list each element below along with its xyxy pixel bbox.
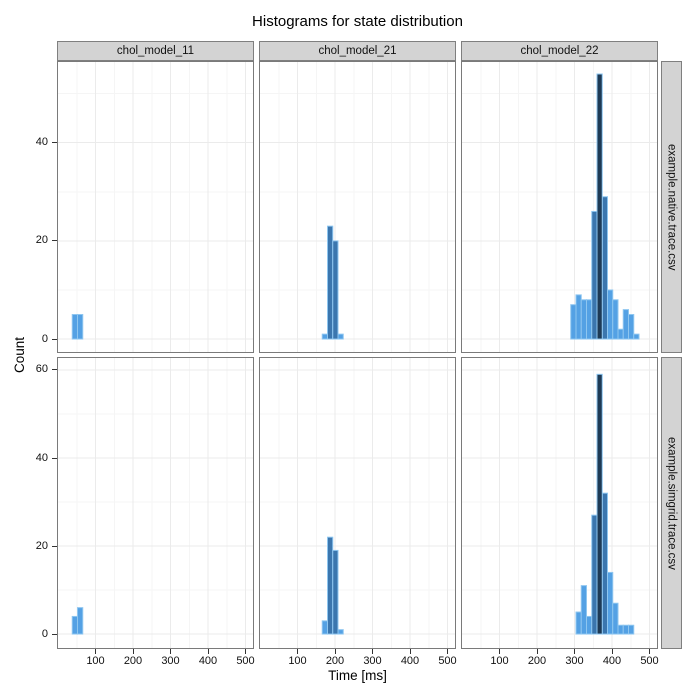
x-tick-mark bbox=[447, 649, 448, 654]
facet-strip-col-2-label: chol_model_21 bbox=[318, 45, 397, 57]
histogram-bar bbox=[596, 373, 603, 635]
histogram-bar bbox=[622, 624, 629, 635]
facet-strip-row-1: example.native.trace.csv bbox=[661, 61, 682, 353]
y-tick-mark bbox=[52, 142, 57, 144]
histogram-bar bbox=[607, 289, 614, 340]
histogram-bar bbox=[337, 333, 344, 340]
x-tick-mark bbox=[170, 649, 171, 654]
facet-strip-col-2: chol_model_21 bbox=[259, 41, 456, 61]
x-tick-mark bbox=[245, 649, 246, 654]
histogram-bar bbox=[591, 514, 598, 635]
histogram-bar bbox=[570, 304, 577, 340]
panel-chol_model_11-row2 bbox=[57, 357, 254, 649]
y-tick-label: 20 bbox=[35, 539, 48, 552]
x-tick-label: 300 bbox=[161, 655, 180, 667]
facet-strip-col-3: chol_model_22 bbox=[461, 41, 658, 61]
x-tick-mark bbox=[334, 649, 336, 654]
y-tick-label: 40 bbox=[35, 451, 48, 464]
facet-strip-row-2-label: example.simgrid.trace.csv bbox=[665, 436, 678, 570]
x-tick-label: 500 bbox=[438, 655, 457, 667]
x-axis-title: Time [ms] bbox=[328, 668, 387, 683]
x-tick-label: 200 bbox=[325, 655, 345, 667]
x-tick-mark bbox=[574, 649, 575, 654]
x-tick-label: 500 bbox=[640, 655, 659, 667]
panel-chol_model_11-row1 bbox=[57, 61, 254, 353]
y-tick-mark bbox=[52, 545, 57, 547]
x-tick-label: 200 bbox=[123, 655, 143, 667]
histogram-bar bbox=[321, 620, 328, 635]
histogram-bar bbox=[77, 607, 84, 635]
histogram-bar bbox=[575, 611, 582, 635]
x-tick-label: 400 bbox=[400, 655, 420, 667]
y-tick-label: 0 bbox=[41, 627, 48, 640]
histogram-bar bbox=[332, 240, 339, 340]
x-tick-mark bbox=[409, 649, 411, 654]
y-tick-label: 0 bbox=[41, 332, 48, 345]
x-tick-mark bbox=[499, 649, 500, 654]
histogram-bar bbox=[327, 536, 334, 635]
panel-chol_model_22-row1 bbox=[461, 61, 658, 353]
facet-strip-col-3-label: chol_model_22 bbox=[520, 45, 599, 57]
histogram-bar bbox=[601, 492, 608, 635]
x-tick-label: 200 bbox=[527, 655, 547, 667]
histogram-bar bbox=[332, 549, 339, 635]
x-tick-mark bbox=[297, 649, 298, 654]
x-tick-mark bbox=[536, 649, 538, 654]
x-tick-mark bbox=[611, 649, 613, 654]
histogram-bar bbox=[586, 299, 593, 340]
panel-chol_model_21-row1 bbox=[259, 61, 456, 353]
y-tick-label: 60 bbox=[35, 363, 48, 376]
y-tick-mark bbox=[52, 338, 57, 340]
y-tick-label: 40 bbox=[35, 136, 48, 149]
facet-strip-col-1: chol_model_11 bbox=[57, 41, 254, 61]
histogram-bar bbox=[327, 225, 334, 340]
x-tick-label: 500 bbox=[236, 655, 255, 667]
histogram-bar bbox=[617, 624, 624, 635]
histogram-bar bbox=[601, 196, 608, 340]
x-tick-label: 100 bbox=[288, 655, 307, 667]
histogram-bar bbox=[622, 309, 629, 340]
histogram-bar bbox=[607, 571, 614, 635]
x-tick-mark bbox=[207, 649, 209, 654]
histogram-bar bbox=[71, 615, 78, 635]
histogram-bar bbox=[617, 328, 624, 340]
x-tick-label: 300 bbox=[565, 655, 584, 667]
histogram-bar bbox=[596, 73, 603, 340]
histogram-bar bbox=[633, 333, 640, 340]
chart-title: Histograms for state distribution bbox=[252, 13, 463, 30]
histogram-bar bbox=[628, 624, 635, 635]
panel-chol_model_21-row2 bbox=[259, 357, 456, 649]
x-tick-mark bbox=[132, 649, 134, 654]
facet-strip-row-1-label: example.native.trace.csv bbox=[665, 143, 678, 271]
histogram-bar bbox=[321, 333, 328, 340]
facet-strip-row-2: example.simgrid.trace.csv bbox=[661, 357, 682, 649]
facet-strip-col-1-label: chol_model_11 bbox=[116, 45, 195, 57]
y-tick-mark bbox=[52, 633, 57, 635]
x-tick-label: 300 bbox=[363, 655, 382, 667]
x-tick-label: 400 bbox=[602, 655, 622, 667]
y-tick-mark bbox=[52, 369, 57, 371]
y-tick-label: 20 bbox=[35, 234, 48, 247]
histogram-bar bbox=[580, 585, 587, 635]
histogram-bar bbox=[586, 615, 593, 635]
histogram-bar bbox=[337, 629, 344, 635]
histogram-bar bbox=[77, 314, 84, 340]
x-tick-mark bbox=[95, 649, 96, 654]
histogram-bar bbox=[575, 294, 582, 340]
x-tick-mark bbox=[372, 649, 373, 654]
x-tick-mark bbox=[649, 649, 650, 654]
y-tick-mark bbox=[52, 240, 57, 242]
histogram-bar bbox=[591, 210, 598, 340]
histogram-bar bbox=[628, 314, 635, 340]
histogram-bar bbox=[580, 299, 587, 340]
y-tick-mark bbox=[52, 457, 57, 459]
x-tick-label: 400 bbox=[198, 655, 218, 667]
panel-chol_model_22-row2 bbox=[461, 357, 658, 649]
histogram-bar bbox=[71, 314, 78, 340]
x-tick-label: 100 bbox=[86, 655, 105, 667]
histogram-bar bbox=[612, 602, 619, 635]
histogram-bar bbox=[612, 299, 619, 340]
x-tick-label: 100 bbox=[490, 655, 509, 667]
